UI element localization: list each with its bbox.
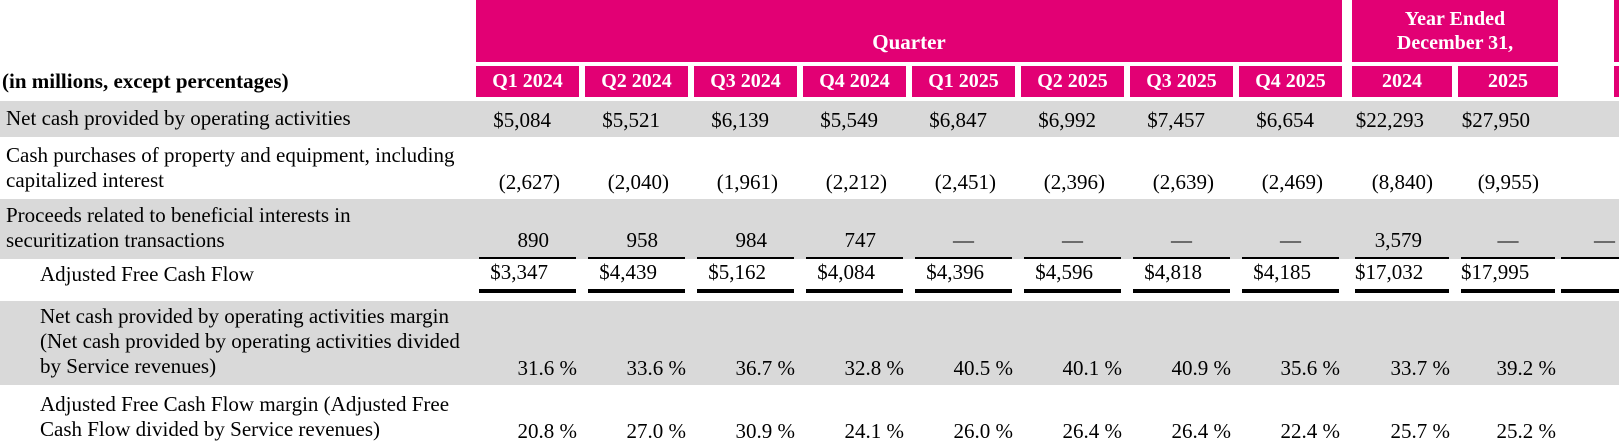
value-cell: $4,396 — [915, 260, 1012, 293]
cutoff-column-banner-sliver — [1614, 0, 1619, 62]
cutoff-column-subheader-sliver — [1614, 66, 1619, 97]
row-label: Adjusted Free Cash Flow — [40, 262, 255, 286]
value-cell: $6,654 — [1256, 108, 1314, 132]
value-cell: (2,451) — [934, 170, 996, 194]
value-cell: $6,992 — [1038, 108, 1096, 132]
value-cell: 35.6 % — [1280, 356, 1341, 380]
value-cell: $5,162 — [697, 260, 794, 293]
quarter-group-label: Quarter — [872, 30, 946, 54]
value-cell: $7,457 — [1147, 108, 1205, 132]
value-cell: 40.9 % — [1171, 356, 1232, 380]
column-header-row: (in millions, except percentages) Q1 202… — [0, 66, 1619, 97]
value-cell: $5,084 — [493, 108, 551, 132]
units-note: (in millions, except percentages) — [2, 69, 289, 93]
value-cell: (2,627) — [498, 170, 560, 194]
row-label: Net cash provided by operating activitie… — [6, 106, 351, 130]
column-header-2024: 2024 — [1352, 66, 1452, 97]
value-cell: 26.0 % — [953, 419, 1014, 443]
value-cell: $27,950 — [1461, 108, 1530, 132]
value-cell: — — [1242, 228, 1339, 259]
value-cell: 26.4 % — [1171, 419, 1232, 443]
value-cell: 984 — [697, 228, 794, 259]
value-cell: 26.4 % — [1062, 419, 1123, 443]
value-cell: 40.5 % — [953, 356, 1014, 380]
value-cell: $4,818 — [1133, 260, 1230, 293]
value-cell: (2,396) — [1043, 170, 1105, 194]
value-cell: — — [1024, 228, 1121, 259]
value-cell: 25.2 % — [1496, 419, 1557, 443]
value-cell: (1,961) — [716, 170, 778, 194]
value-cell: 31.6 % — [517, 356, 578, 380]
table-body: Net cash provided by operating activitie… — [0, 101, 1619, 448]
column-header-q3-2024: Q3 2024 — [694, 66, 797, 97]
value-cell: 33.7 % — [1390, 356, 1451, 380]
value-cell: 33.6 % — [626, 356, 687, 380]
column-header-q1-2025: Q1 2025 — [912, 66, 1015, 97]
value-cell: (2,212) — [825, 170, 887, 194]
value-cell: 40.1 % — [1062, 356, 1123, 380]
value-cell: $4,439 — [588, 260, 685, 293]
header-group-row: Quarter Year Ended December 31, — [0, 0, 1619, 62]
value-cell: (2,469) — [1261, 170, 1323, 194]
value-cell: 890 — [479, 228, 576, 259]
value-cell: — — [1133, 228, 1230, 259]
value-cell: (9,955) — [1477, 170, 1539, 194]
value-cell: $22,293 — [1355, 108, 1424, 132]
value-cell: $17,032 — [1355, 260, 1449, 293]
column-header-q3-2025: Q3 2025 — [1130, 66, 1233, 97]
row-label: Proceeds related to beneficial interests… — [6, 203, 351, 252]
value-cell: 24.1 % — [844, 419, 905, 443]
column-header-q2-2025: Q2 2025 — [1021, 66, 1124, 97]
value-cell: — — [915, 228, 1012, 259]
value-cell: 39.2 % — [1496, 356, 1557, 380]
table-row: Adjusted Free Cash Flow $3,347 $4,439 $5,16… — [0, 259, 1619, 293]
column-header-q1-2024: Q1 2024 — [476, 66, 579, 97]
cutoff-column-value-fragment — [1561, 284, 1619, 293]
column-header-q2-2024: Q2 2024 — [585, 66, 688, 97]
value-cell: 3,579 — [1355, 228, 1449, 259]
value-cell: $3,347 — [479, 260, 576, 293]
column-header-q4-2025: Q4 2025 — [1239, 66, 1342, 97]
value-cell: $5,549 — [820, 108, 878, 132]
value-cell: 25.7 % — [1390, 419, 1451, 443]
value-cell: $4,185 — [1242, 260, 1339, 293]
value-cell: 27.0 % — [626, 419, 687, 443]
value-cell: 36.7 % — [735, 356, 796, 380]
column-header-q4-2024: Q4 2024 — [803, 66, 906, 97]
column-header-2025: 2025 — [1458, 66, 1558, 97]
row-label: Adjusted Free Cash Flow margin (Adjusted… — [40, 392, 450, 441]
table-row: Proceeds related to beneficial interests… — [0, 199, 1619, 259]
value-cell: 22.4 % — [1280, 419, 1341, 443]
value-cell: $6,139 — [711, 108, 769, 132]
table-row: Net cash provided by operating activitie… — [0, 301, 1619, 385]
table-row: Net cash provided by operating activitie… — [0, 101, 1619, 137]
value-cell: $4,084 — [806, 260, 903, 293]
value-cell: $4,596 — [1024, 260, 1121, 293]
value-cell: (2,040) — [607, 170, 669, 194]
row-label: Net cash provided by operating activitie… — [40, 304, 460, 378]
value-cell: 958 — [588, 228, 685, 259]
table-row: Cash purchases of property and equipment… — [0, 137, 1619, 199]
table-row: Adjusted Free Cash Flow margin (Adjusted… — [0, 385, 1619, 448]
value-cell: 32.8 % — [844, 356, 905, 380]
value-cell: — — [1461, 228, 1555, 259]
value-cell: (2,639) — [1152, 170, 1214, 194]
row-label: Cash purchases of property and equipment… — [6, 143, 455, 192]
quarter-group-header: Quarter — [476, 0, 1342, 62]
year-ended-label-line2: December 31, — [1396, 32, 1514, 54]
year-ended-group-header: Year Ended December 31, — [1352, 0, 1558, 62]
cutoff-column-value-fragment: — — [1561, 228, 1619, 259]
value-cell: 747 — [806, 228, 903, 259]
value-cell: (8,840) — [1371, 170, 1433, 194]
value-cell: $17,995 — [1461, 260, 1555, 293]
value-cell: 20.8 % — [517, 419, 578, 443]
year-ended-label-line1: Year Ended — [1404, 8, 1506, 30]
value-cell: $5,521 — [602, 108, 660, 132]
value-cell: $6,847 — [929, 108, 987, 132]
value-cell: 30.9 % — [735, 419, 796, 443]
